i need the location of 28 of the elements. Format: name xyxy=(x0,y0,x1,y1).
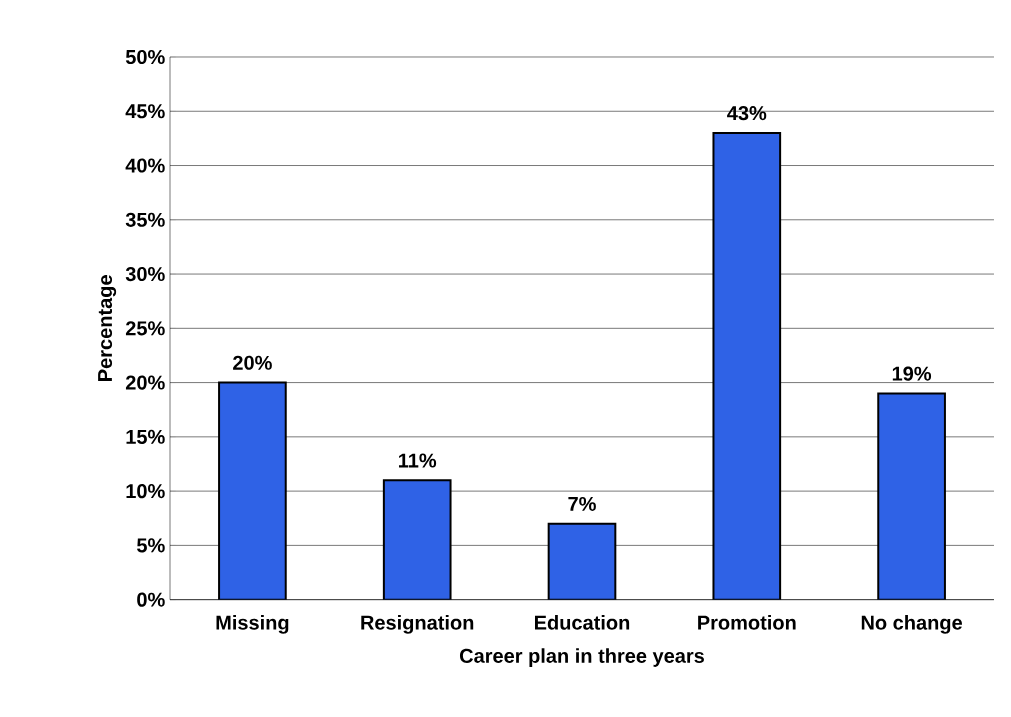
y-tick-label: 25% xyxy=(125,321,165,336)
data-label: 19% xyxy=(892,366,932,381)
data-label: 20% xyxy=(233,355,272,370)
bar xyxy=(218,381,287,600)
y-tick-label: 40% xyxy=(125,158,165,173)
y-tick-label: 5% xyxy=(136,538,165,553)
data-label: 7% xyxy=(568,496,596,511)
bar xyxy=(382,479,452,600)
y-tick-label: 45% xyxy=(125,104,165,119)
y-tick-label: 0% xyxy=(137,592,165,607)
x-tick-label: No change xyxy=(861,615,963,634)
x-tick-label: Education xyxy=(535,615,630,630)
y-axis-title: Percentage xyxy=(98,275,117,381)
x-tick-label: Promotion xyxy=(698,615,796,630)
x-tick-label: Resignation xyxy=(361,615,474,634)
bar xyxy=(712,131,782,600)
bar xyxy=(547,522,617,600)
x-tick-label: Missing xyxy=(216,615,289,634)
y-tick-label: 10% xyxy=(126,484,165,499)
y-tick-label: 30% xyxy=(125,266,165,282)
y-tick-label: 15% xyxy=(126,429,165,444)
y-tick-label: 20% xyxy=(125,375,165,390)
bar xyxy=(877,392,946,600)
data-label: 11% xyxy=(398,453,437,468)
data-label: 43% xyxy=(727,106,767,121)
y-tick-label: 35% xyxy=(125,212,165,227)
x-axis-title: Career plan in three years xyxy=(459,648,704,667)
y-tick-label: 50% xyxy=(125,49,165,65)
